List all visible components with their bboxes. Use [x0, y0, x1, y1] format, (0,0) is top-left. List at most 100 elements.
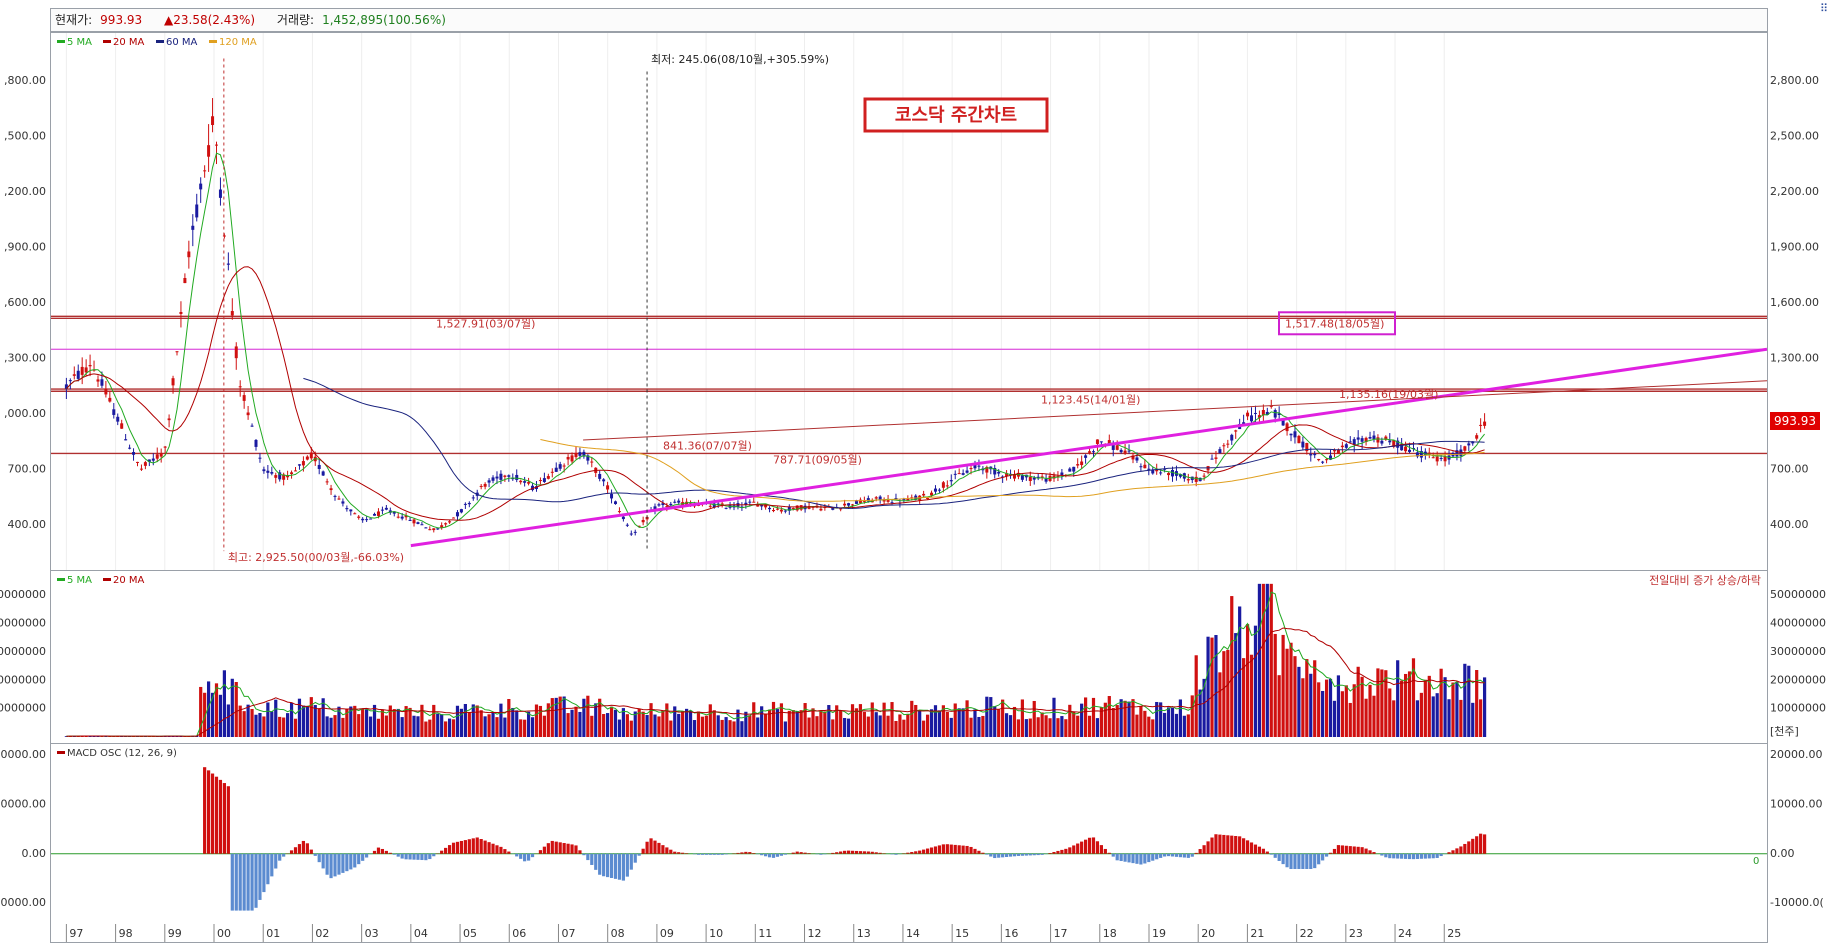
candle-body	[922, 493, 926, 496]
candle-body	[1167, 473, 1171, 476]
candle-body	[542, 478, 546, 483]
candle-body	[1380, 440, 1384, 444]
macd-bar	[914, 851, 918, 854]
volume-bar	[428, 719, 432, 737]
volume-bar	[214, 683, 219, 737]
macd-bar	[250, 853, 254, 911]
macd-bar	[384, 850, 388, 854]
candle-body	[353, 513, 357, 515]
candle-body	[1127, 450, 1131, 452]
volume-bar	[1083, 697, 1088, 737]
macd-bar	[1020, 853, 1024, 856]
macd-bar	[238, 853, 242, 911]
macd-bar	[1103, 848, 1107, 854]
volume-bar	[503, 717, 507, 737]
macd-bar	[1194, 852, 1198, 854]
macd-bar	[645, 841, 649, 854]
macd-bar	[1356, 846, 1360, 854]
candle-body	[503, 475, 507, 477]
volume-bar	[886, 715, 890, 737]
candle-body	[361, 518, 365, 521]
candle-body	[246, 412, 250, 416]
volume-bar	[700, 716, 705, 737]
left-tick-label: ,000.00	[4, 407, 46, 420]
candle-body	[479, 485, 483, 487]
volume-bar	[1044, 715, 1048, 737]
volume-bar	[1135, 714, 1139, 737]
volume-bar	[1305, 659, 1309, 737]
volume-bar	[649, 703, 653, 737]
candle-body	[807, 505, 811, 509]
volume-bar	[1265, 583, 1269, 737]
candle-body	[926, 497, 930, 499]
volume-bar	[1210, 637, 1214, 737]
macd-bar	[653, 840, 657, 854]
volume-bar	[1202, 678, 1206, 737]
candle-body	[155, 454, 159, 459]
volume-bar	[910, 700, 914, 737]
candle-body	[550, 471, 554, 473]
macd-bar	[775, 853, 780, 857]
macd-bar	[357, 853, 361, 865]
volume-bar	[463, 703, 467, 737]
candle-body	[400, 516, 404, 519]
volume-bar	[621, 708, 625, 737]
volume-bar	[1107, 696, 1111, 737]
right-volume-unit: [천주]	[1770, 724, 1799, 738]
macd-bar	[444, 847, 448, 854]
candle-body	[1325, 459, 1329, 461]
macd-bar	[1475, 836, 1479, 854]
low-marker-label: 최저: 245.06(08/10월,+305.59%)	[651, 53, 829, 66]
candle-body	[1368, 437, 1372, 439]
macd-bar	[483, 840, 487, 854]
macd-bar	[203, 767, 207, 854]
price-info-bar: 현재가: 993.93 ▲23.58(2.43%) 거래량: 1,452,895(1…	[50, 8, 1768, 32]
macd-bar	[957, 845, 961, 854]
macd-bar	[590, 853, 594, 865]
x-tick-label: 20	[1201, 927, 1215, 940]
candle-body	[1463, 446, 1467, 451]
macd-bar	[1423, 853, 1427, 859]
candle-body	[1005, 473, 1009, 477]
candle-body	[408, 519, 412, 521]
macd-bar	[321, 853, 325, 869]
macd-bar	[1190, 853, 1194, 857]
volume-bar	[1001, 699, 1005, 737]
volume-bar	[1170, 707, 1175, 737]
volume-bar	[1431, 696, 1435, 737]
macd-bar	[1107, 852, 1111, 854]
candle-body	[716, 503, 720, 505]
macd-bar	[874, 852, 878, 854]
volume-bar	[1222, 651, 1226, 737]
legend-label: 60 MA	[166, 37, 198, 48]
candle-body	[629, 533, 633, 535]
candle-body	[1202, 475, 1206, 477]
macd-bar	[1210, 837, 1214, 854]
candle-body	[1293, 431, 1297, 438]
macd-bar	[440, 850, 444, 854]
candle-body	[574, 452, 578, 458]
macd-bar	[760, 853, 764, 856]
grid-icon[interactable]: ⠿	[1819, 2, 1828, 15]
macd-bar	[282, 853, 286, 857]
macd-bar	[1198, 849, 1202, 854]
candle-body	[448, 521, 452, 523]
candle-body	[1411, 448, 1415, 450]
macd-bar	[1052, 851, 1056, 854]
candle-body	[795, 505, 799, 511]
candle-body	[787, 506, 791, 511]
macd-bar	[1364, 848, 1368, 854]
candle-body	[242, 395, 246, 401]
volume-bar	[436, 713, 440, 737]
macd-bar	[685, 853, 689, 854]
macd-bar	[961, 845, 965, 854]
candle-body	[617, 511, 621, 513]
candle-body	[625, 524, 629, 526]
x-axis-panel: 97 98 99 00 01 02 03 04 05 06 07 08 09 10 11 12 13 14 15 16…	[50, 924, 1768, 943]
candle-body	[432, 528, 436, 531]
x-tick-label: 06	[512, 927, 526, 940]
macd-bar	[1471, 838, 1475, 854]
volume-bar	[653, 714, 657, 737]
volume-bar	[858, 704, 863, 737]
volume-bar	[1182, 715, 1186, 737]
